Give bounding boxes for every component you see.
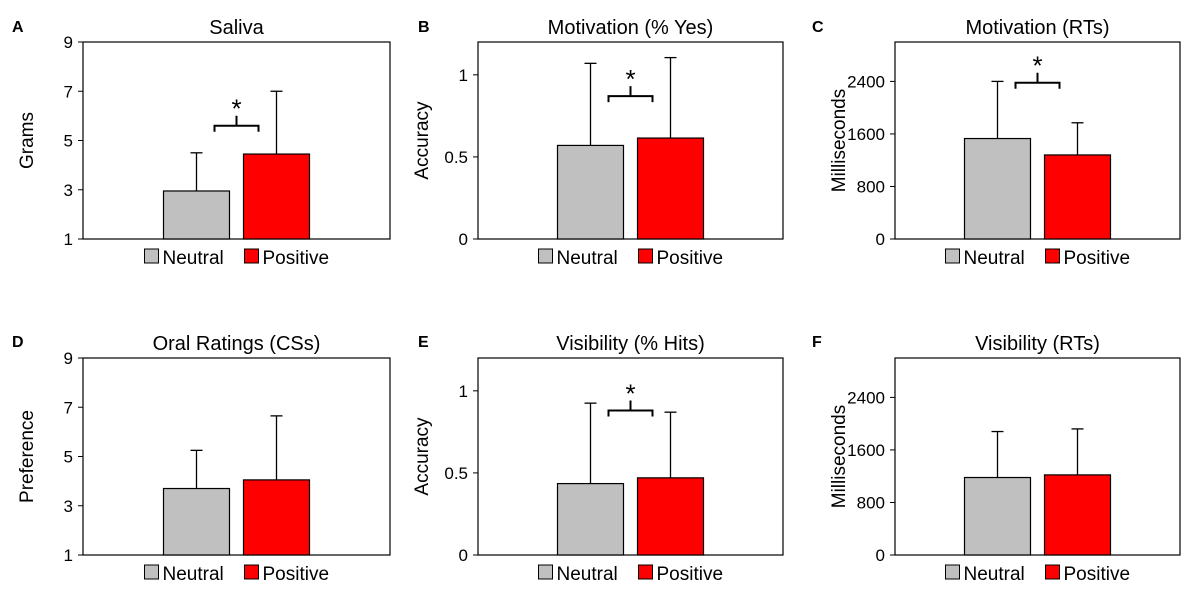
panel-b-legend-swatch-positive: [638, 248, 653, 264]
panel-a-significance-star: *: [231, 94, 241, 124]
panel-a-ylabel: Grams: [17, 112, 38, 169]
panel-f-legend-swatch-neutral: [945, 564, 960, 580]
panel-e-bar-positive: [636, 477, 705, 556]
panel-d-ytick-label: 7: [64, 398, 73, 417]
panel-d-title: Oral Ratings (CSs): [153, 333, 321, 355]
panel-f-ylabel: Milliseconds: [829, 405, 850, 508]
panel-e-title: Visibility (% Hits): [556, 333, 705, 355]
panel-d-letter: D: [12, 334, 24, 351]
panel-a-ytick-label: 3: [64, 181, 73, 200]
panel-e-legend-positive: Positive: [657, 564, 724, 585]
panel-f-ytick-label: 0: [876, 546, 885, 565]
panel-a-legend-neutral: Neutral: [163, 248, 224, 269]
panel-b-letter: B: [418, 19, 430, 36]
panel-a-title: Saliva: [209, 17, 264, 39]
panel-c-bar-neutral: [963, 137, 1032, 240]
panel-e-plot-frame: [477, 357, 784, 556]
panel-e-letter: E: [418, 334, 429, 351]
panel-c-ylabel: Milliseconds: [829, 89, 850, 192]
panel-c-significance-bracket: [1014, 72, 1061, 89]
panel-d-legend-positive: Positive: [263, 564, 330, 585]
panel-d-legend-neutral: Neutral: [163, 564, 224, 585]
panel-c-ytick-label: 2400: [847, 72, 885, 91]
panel-e-significance-bracket: [607, 400, 654, 417]
panel-d-ytick-label: 3: [64, 497, 73, 516]
panel-a-ytick-label: 1: [64, 230, 73, 249]
panel-b-legend-swatch-neutral: [538, 248, 553, 264]
panel-e-ylabel: Accuracy: [412, 417, 433, 496]
panel-c-plot-frame: [894, 41, 1181, 240]
panel-c-legend-neutral: Neutral: [964, 248, 1025, 269]
panel-a-ytick-label: 7: [64, 82, 73, 101]
panel-b-legend-neutral: Neutral: [557, 248, 618, 269]
panel-f-ytick-label: 2400: [847, 388, 885, 407]
panel-d-ytick-label: 1: [64, 546, 73, 565]
panel-c-ytick-label: 800: [857, 177, 885, 196]
panel-b-significance-bracket: [607, 86, 654, 103]
panel-d-legend-swatch-neutral: [144, 564, 159, 580]
panel-e-ytick-label: 0.5: [444, 464, 468, 483]
panel-c-title: Motivation (RTs): [965, 17, 1109, 39]
panel-e-legend-swatch-positive: [638, 564, 653, 580]
panel-d-legend-swatch-positive: [244, 564, 259, 580]
panel-d-bar-neutral: [162, 487, 231, 556]
panel-f-bar-neutral: [963, 476, 1032, 556]
panel-d-ylabel: Preference: [17, 410, 38, 503]
panel-f-legend-neutral: Neutral: [964, 564, 1025, 585]
panel-f-legend-swatch-positive: [1045, 564, 1060, 580]
panel-c-significance-star: *: [1032, 51, 1042, 81]
panel-b-plot-frame: [477, 41, 784, 240]
panel-c-ytick-label: 1600: [847, 125, 885, 144]
panel-a-significance-bracket: [213, 115, 260, 132]
panel-a-legend-positive: Positive: [263, 248, 330, 269]
panel-a-bar-positive: [242, 153, 311, 240]
panel-f-title: Visibility (RTs): [975, 333, 1100, 355]
panel-a-legend-swatch-neutral: [144, 248, 159, 264]
panel-e-significance-star: *: [625, 379, 635, 409]
panel-d-ytick-label: 9: [64, 349, 73, 368]
panel-c-ytick-label: 0: [876, 230, 885, 249]
panel-f-plot-frame: [894, 357, 1181, 556]
panel-c-letter: C: [812, 19, 824, 36]
panel-b-title: Motivation (% Yes): [548, 17, 714, 39]
panel-e-ytick-label: 0: [459, 546, 468, 565]
panel-e-ytick-label: 1: [459, 382, 468, 401]
panel-a-legend-swatch-positive: [244, 248, 259, 264]
panel-d-plot-frame: [82, 357, 391, 556]
panel-f-ytick-label: 800: [857, 493, 885, 512]
panel-a-plot-frame: [82, 41, 391, 240]
panel-b-ytick-label: 0: [459, 230, 468, 249]
panel-a-bar-neutral: [162, 190, 231, 240]
panel-e-legend-neutral: Neutral: [557, 564, 618, 585]
panel-b-significance-star: *: [625, 64, 635, 94]
panel-b-ytick-label: 0.5: [444, 148, 468, 167]
panel-c-legend-swatch-neutral: [945, 248, 960, 264]
panel-d-bar-positive: [242, 479, 311, 556]
panel-f-ytick-label: 1600: [847, 441, 885, 460]
panel-f-bar-positive: [1043, 474, 1112, 556]
panel-c-legend-swatch-positive: [1045, 248, 1060, 264]
panel-b-bar-neutral: [556, 144, 625, 240]
panel-f-legend-positive: Positive: [1064, 564, 1131, 585]
panel-f-letter: F: [812, 334, 822, 351]
panel-c-legend-positive: Positive: [1064, 248, 1131, 269]
panel-d-ytick-label: 5: [64, 448, 73, 467]
panel-b-legend-positive: Positive: [657, 248, 724, 269]
panel-a-ytick-label: 5: [64, 132, 73, 151]
panel-e-legend-swatch-neutral: [538, 564, 553, 580]
panel-c-bar-positive: [1043, 154, 1112, 240]
panel-b-ylabel: Accuracy: [412, 101, 433, 180]
panel-a-ytick-label: 9: [64, 33, 73, 52]
panel-e-bar-neutral: [556, 482, 625, 556]
panel-b-ytick-label: 1: [459, 66, 468, 85]
panel-a-letter: A: [12, 19, 24, 36]
panel-b-bar-positive: [636, 137, 705, 240]
